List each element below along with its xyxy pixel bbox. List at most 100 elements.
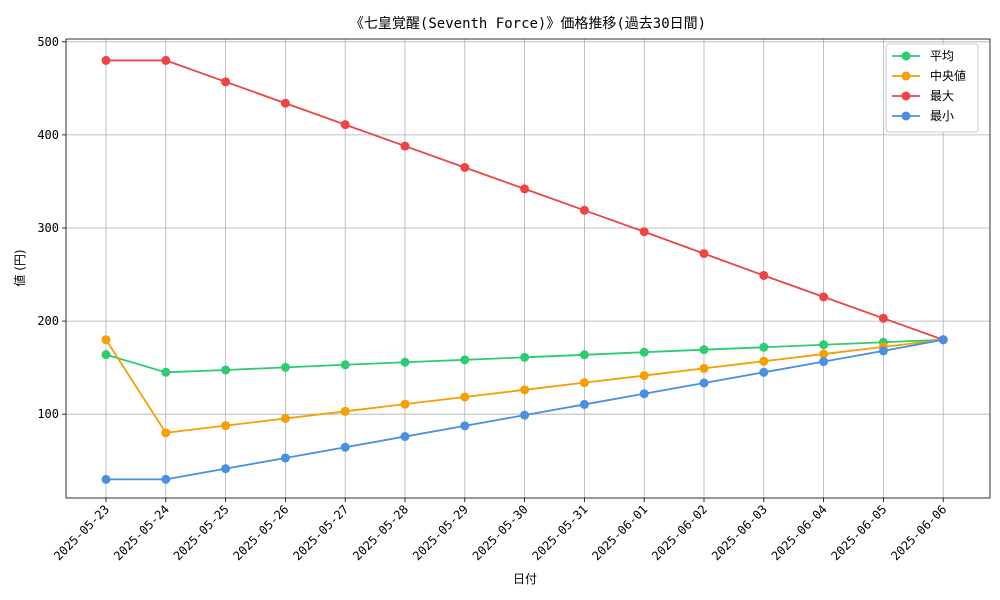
data-point — [878, 313, 888, 323]
x-tick-label: 2025-05-24 — [111, 502, 172, 563]
data-point — [161, 367, 171, 377]
x-tick-label: 2025-06-05 — [829, 502, 890, 563]
data-point — [759, 342, 769, 352]
data-point — [520, 184, 530, 194]
legend-item: 最小 — [892, 109, 954, 123]
x-tick-label: 2025-06-02 — [649, 502, 710, 563]
series-layer — [101, 55, 948, 484]
legend-marker — [901, 91, 911, 101]
x-tick-label: 2025-06-04 — [769, 502, 830, 563]
y-tick-label: 400 — [37, 128, 59, 142]
x-axis-label: 日付 — [513, 572, 537, 586]
data-point — [221, 464, 231, 474]
legend-item: 最大 — [892, 89, 954, 103]
y-tick-label: 100 — [37, 407, 59, 421]
data-point — [101, 350, 111, 360]
y-axis-label: 値 (円) — [12, 249, 27, 286]
x-tick-label: 2025-05-27 — [290, 502, 351, 563]
data-point — [340, 360, 350, 370]
data-point — [759, 270, 769, 280]
data-point — [101, 335, 111, 345]
legend-marker — [901, 111, 911, 121]
x-tick-label: 2025-06-03 — [709, 502, 770, 563]
data-point — [340, 442, 350, 452]
data-point — [101, 55, 111, 65]
x-tick-label: 2025-05-31 — [530, 502, 591, 563]
data-point — [699, 378, 709, 388]
data-point — [221, 77, 231, 87]
data-point — [280, 413, 290, 423]
data-point — [221, 365, 231, 375]
y-tick-label: 500 — [37, 35, 59, 49]
data-point — [280, 453, 290, 463]
y-tick-label: 200 — [37, 314, 59, 328]
x-axis-ticks: 2025-05-232025-05-242025-05-252025-05-26… — [51, 498, 949, 563]
x-tick-label: 2025-05-29 — [410, 502, 471, 563]
data-point — [400, 357, 410, 367]
data-point — [400, 141, 410, 151]
data-point — [460, 355, 470, 365]
legend-item: 平均 — [892, 49, 954, 63]
data-point — [699, 345, 709, 355]
y-tick-label: 300 — [37, 221, 59, 235]
data-point — [161, 428, 171, 438]
data-point — [101, 474, 111, 484]
data-point — [759, 356, 769, 366]
data-point — [460, 162, 470, 172]
data-point — [161, 474, 171, 484]
data-point — [460, 421, 470, 431]
data-point — [520, 385, 530, 395]
data-point — [819, 349, 829, 359]
data-point — [161, 55, 171, 65]
data-point — [579, 350, 589, 360]
legend-marker — [901, 51, 911, 61]
x-tick-label: 2025-05-30 — [470, 502, 531, 563]
legend-label: 平均 — [930, 49, 954, 63]
legend-box — [885, 43, 979, 133]
data-point — [400, 399, 410, 409]
legend-marker — [901, 71, 911, 81]
data-point — [579, 378, 589, 388]
data-point — [878, 346, 888, 356]
legend-label: 最小 — [930, 109, 954, 123]
data-point — [819, 340, 829, 350]
data-point — [639, 371, 649, 381]
grid — [66, 39, 990, 498]
data-point — [520, 410, 530, 420]
data-point — [340, 406, 350, 416]
data-point — [221, 421, 231, 431]
data-point — [699, 249, 709, 259]
y-axis-ticks: 100 200 300 400 500 — [37, 35, 66, 421]
data-point — [520, 352, 530, 362]
legend-label: 中央値 — [930, 68, 966, 83]
data-point — [639, 227, 649, 237]
data-point — [579, 399, 589, 409]
data-point — [639, 389, 649, 399]
series-最小 — [101, 335, 948, 484]
data-point — [699, 363, 709, 373]
plot-frame — [65, 38, 991, 499]
data-point — [819, 292, 829, 302]
x-tick-label: 2025-05-28 — [350, 502, 411, 563]
x-tick-label: 2025-05-23 — [51, 502, 112, 563]
data-point — [639, 347, 649, 357]
data-point — [579, 205, 589, 215]
data-point — [280, 98, 290, 108]
x-tick-label: 2025-05-26 — [231, 502, 292, 563]
x-tick-label: 2025-06-06 — [888, 502, 949, 563]
chart-title: 《七皇覚醒(Seventh Force)》価格推移(過去30日間) — [350, 16, 706, 32]
data-point — [819, 357, 829, 367]
legend-label: 最大 — [930, 89, 954, 103]
data-point — [938, 335, 948, 345]
series-最大 — [101, 55, 948, 345]
legend-item: 中央値 — [892, 68, 966, 83]
x-tick-label: 2025-05-25 — [171, 502, 232, 563]
data-point — [400, 432, 410, 442]
data-point — [340, 120, 350, 130]
data-point — [460, 392, 470, 402]
x-tick-label: 2025-06-01 — [589, 502, 650, 563]
data-point — [280, 362, 290, 372]
